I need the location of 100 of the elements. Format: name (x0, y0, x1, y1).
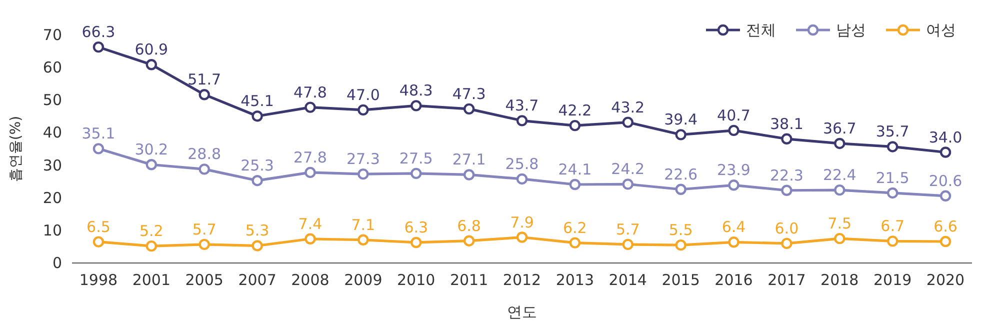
data-label: 25.3 (240, 156, 274, 175)
legend-label: 남성 (836, 21, 866, 39)
x-tick-label: 2007 (238, 271, 276, 289)
point (940, 146, 952, 158)
point (728, 180, 740, 191)
data-label: 27.3 (346, 150, 380, 168)
point (622, 238, 634, 250)
data-label: 6.4 (722, 218, 746, 236)
data-label: 6.3 (404, 218, 428, 236)
data-label: 43.7 (505, 96, 539, 115)
x-tick-label: 2010 (397, 271, 436, 289)
point (728, 236, 740, 248)
x-tick-label: 2018 (820, 271, 859, 289)
point (358, 234, 369, 246)
point (198, 164, 210, 175)
point (252, 174, 263, 186)
data-label: 7.4 (298, 214, 322, 233)
data-label: 6.0 (774, 219, 799, 238)
x-tick-label: 2014 (608, 271, 647, 289)
point (358, 168, 369, 180)
data-label: 5.5 (668, 221, 693, 240)
x-tick-label: 2015 (662, 271, 700, 289)
point (834, 184, 846, 196)
point (886, 187, 898, 199)
data-label: 39.4 (664, 110, 698, 129)
point (304, 166, 316, 178)
data-label: 7.5 (828, 214, 852, 233)
data-label: 7.9 (510, 213, 534, 232)
data-label: 5.7 (616, 220, 640, 238)
point (463, 235, 475, 246)
data-label: 6.6 (934, 218, 958, 236)
x-tick-label: 2019 (873, 271, 912, 289)
data-label: 43.2 (611, 98, 645, 116)
data-label: 35.1 (82, 124, 116, 143)
point (304, 233, 316, 244)
point (675, 239, 686, 251)
data-label: 23.9 (717, 161, 750, 180)
point (781, 238, 792, 250)
point (781, 133, 792, 145)
data-label: 27.1 (452, 150, 486, 169)
point (675, 129, 686, 140)
data-label: 20.6 (928, 172, 962, 190)
x-tick-label: 2001 (132, 271, 171, 289)
point (410, 168, 422, 180)
point (728, 124, 740, 136)
data-label: 27.5 (399, 149, 433, 168)
data-label: 42.2 (558, 102, 592, 120)
x-tick-label: 2005 (185, 271, 224, 289)
data-label: 6.5 (86, 218, 110, 236)
data-label: 6.7 (880, 217, 905, 236)
data-label: 5.7 (192, 220, 216, 238)
point (516, 173, 528, 185)
y-tick-label: 0 (52, 254, 62, 272)
point (92, 143, 104, 154)
data-label: 36.7 (822, 119, 856, 138)
data-label: 45.1 (240, 92, 274, 110)
data-label: 47.0 (346, 86, 380, 104)
data-label: 27.8 (294, 148, 327, 166)
data-label: 6.2 (563, 218, 587, 237)
data-label: 22.6 (664, 165, 698, 184)
data-label: 48.3 (399, 82, 433, 100)
data-label: 5.2 (139, 222, 164, 240)
point (198, 238, 210, 250)
y-tick-label: 50 (42, 91, 62, 110)
legend-label: 여성 (926, 21, 956, 39)
data-label: 60.9 (134, 40, 168, 59)
data-label: 24.1 (558, 160, 592, 179)
point (92, 236, 104, 248)
y-tick-label: 20 (42, 188, 62, 207)
point (622, 116, 634, 128)
point (675, 184, 686, 195)
point (410, 236, 422, 248)
x-tick-label: 1998 (79, 271, 118, 289)
y-tick-label: 30 (42, 156, 62, 174)
point (304, 102, 316, 113)
point (781, 184, 792, 196)
y-tick-label: 40 (42, 124, 62, 142)
data-label: 22.4 (822, 166, 856, 184)
y-tick-label: 70 (42, 26, 62, 44)
point (463, 103, 475, 115)
data-label: 24.2 (611, 160, 645, 178)
point (252, 110, 263, 122)
x-tick-label: 2009 (344, 271, 382, 289)
data-label: 28.8 (188, 145, 222, 164)
data-label: 40.7 (717, 106, 750, 124)
point (463, 169, 475, 180)
point (146, 240, 158, 252)
data-label: 22.3 (770, 166, 804, 184)
legend-label: 전체 (746, 21, 776, 39)
x-tick-label: 2013 (556, 271, 594, 289)
data-label: 6.8 (457, 216, 481, 235)
data-label: 47.3 (452, 84, 486, 103)
data-label: 47.8 (294, 83, 327, 102)
data-label: 25.8 (505, 154, 539, 173)
x-tick-label: 2008 (291, 271, 330, 289)
point (622, 178, 634, 190)
data-label: 35.7 (876, 122, 910, 141)
point (516, 232, 528, 243)
point (940, 190, 952, 202)
x-tick-label: 2016 (714, 271, 753, 289)
